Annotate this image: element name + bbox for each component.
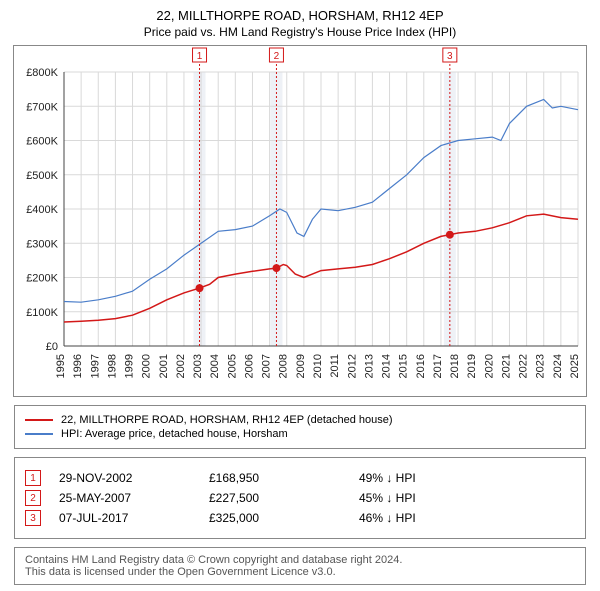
sale-marker-icon: 1 (25, 470, 41, 486)
svg-text:1999: 1999 (124, 354, 136, 378)
svg-text:2000: 2000 (141, 354, 153, 378)
svg-text:2015: 2015 (398, 354, 410, 378)
svg-text:£100K: £100K (26, 307, 58, 319)
svg-text:£300K: £300K (26, 238, 58, 250)
svg-text:2009: 2009 (295, 354, 307, 378)
price-chart: £0 £100K £200K £300K £400K £500K £600K £700K £80… (13, 45, 587, 397)
svg-text:£700K: £700K (26, 101, 58, 113)
svg-text:2012: 2012 (346, 354, 358, 378)
svg-text:£400K: £400K (26, 204, 58, 216)
footer-line-2: This data is licensed under the Open Gov… (25, 566, 575, 578)
sale-row: 3 07-JUL-2017£325,00046% ↓ HPI (25, 510, 575, 526)
sale-row: 2 25-MAY-2007£227,50045% ↓ HPI (25, 490, 575, 506)
svg-text:1996: 1996 (72, 354, 84, 378)
sale-marker-icon: 3 (25, 510, 41, 526)
legend-item: 22, MILLTHORPE ROAD, HORSHAM, RH12 4EP (… (25, 414, 575, 426)
legend-label: 22, MILLTHORPE ROAD, HORSHAM, RH12 4EP (… (61, 414, 393, 426)
legend-label: HPI: Average price, detached house, Hors… (61, 428, 288, 440)
svg-text:2016: 2016 (415, 354, 427, 378)
svg-text:2010: 2010 (312, 354, 324, 378)
svg-text:3: 3 (447, 51, 453, 62)
svg-text:2020: 2020 (483, 354, 495, 378)
sale-row: 1 29-NOV-2002£168,95049% ↓ HPI (25, 470, 575, 486)
footer-line-1: Contains HM Land Registry data © Crown c… (25, 554, 575, 566)
svg-text:2013: 2013 (363, 354, 375, 378)
sale-price: £325,000 (209, 511, 359, 525)
svg-text:£500K: £500K (26, 170, 58, 182)
svg-text:£0: £0 (46, 341, 58, 353)
sale-price: £168,950 (209, 471, 359, 485)
svg-text:2006: 2006 (243, 354, 255, 378)
svg-text:2024: 2024 (552, 354, 564, 378)
svg-text:2019: 2019 (466, 354, 478, 378)
svg-text:2022: 2022 (518, 354, 530, 378)
svg-text:£800K: £800K (26, 67, 58, 79)
svg-text:2021: 2021 (500, 354, 512, 378)
chart-legend: 22, MILLTHORPE ROAD, HORSHAM, RH12 4EP (… (14, 405, 586, 449)
footer-attribution: Contains HM Land Registry data © Crown c… (14, 547, 586, 585)
sale-delta: 45% ↓ HPI (359, 491, 509, 505)
svg-text:2002: 2002 (175, 354, 187, 378)
sale-date: 25-MAY-2007 (59, 491, 209, 505)
page-subtitle: Price paid vs. HM Land Registry's House … (6, 25, 594, 39)
legend-swatch (25, 419, 53, 421)
legend-item: HPI: Average price, detached house, Hors… (25, 428, 575, 440)
svg-text:2007: 2007 (261, 354, 273, 378)
sale-delta: 46% ↓ HPI (359, 511, 509, 525)
svg-text:2018: 2018 (449, 354, 461, 378)
svg-text:2025: 2025 (569, 354, 581, 378)
svg-text:2: 2 (274, 51, 280, 62)
legend-swatch (25, 433, 53, 435)
svg-text:2014: 2014 (381, 354, 393, 378)
svg-text:2004: 2004 (209, 354, 221, 378)
svg-text:2005: 2005 (226, 354, 238, 378)
sale-date: 29-NOV-2002 (59, 471, 209, 485)
sale-marker-icon: 2 (25, 490, 41, 506)
sale-delta: 49% ↓ HPI (359, 471, 509, 485)
svg-text:£200K: £200K (26, 273, 58, 285)
svg-text:2017: 2017 (432, 354, 444, 378)
svg-text:1998: 1998 (106, 354, 118, 378)
svg-text:2001: 2001 (158, 354, 170, 378)
svg-text:1997: 1997 (89, 354, 101, 378)
svg-text:2023: 2023 (535, 354, 547, 378)
svg-text:2011: 2011 (329, 354, 341, 378)
sales-table: 1 29-NOV-2002£168,95049% ↓ HPI 2 25-MAY-200… (14, 457, 586, 539)
svg-text:1: 1 (197, 51, 203, 62)
sale-date: 07-JUL-2017 (59, 511, 209, 525)
svg-text:£600K: £600K (26, 136, 58, 148)
svg-text:2003: 2003 (192, 354, 204, 378)
svg-text:2008: 2008 (278, 354, 290, 378)
svg-text:1995: 1995 (55, 354, 67, 378)
page-title: 22, MILLTHORPE ROAD, HORSHAM, RH12 4EP (6, 8, 594, 23)
sale-price: £227,500 (209, 491, 359, 505)
